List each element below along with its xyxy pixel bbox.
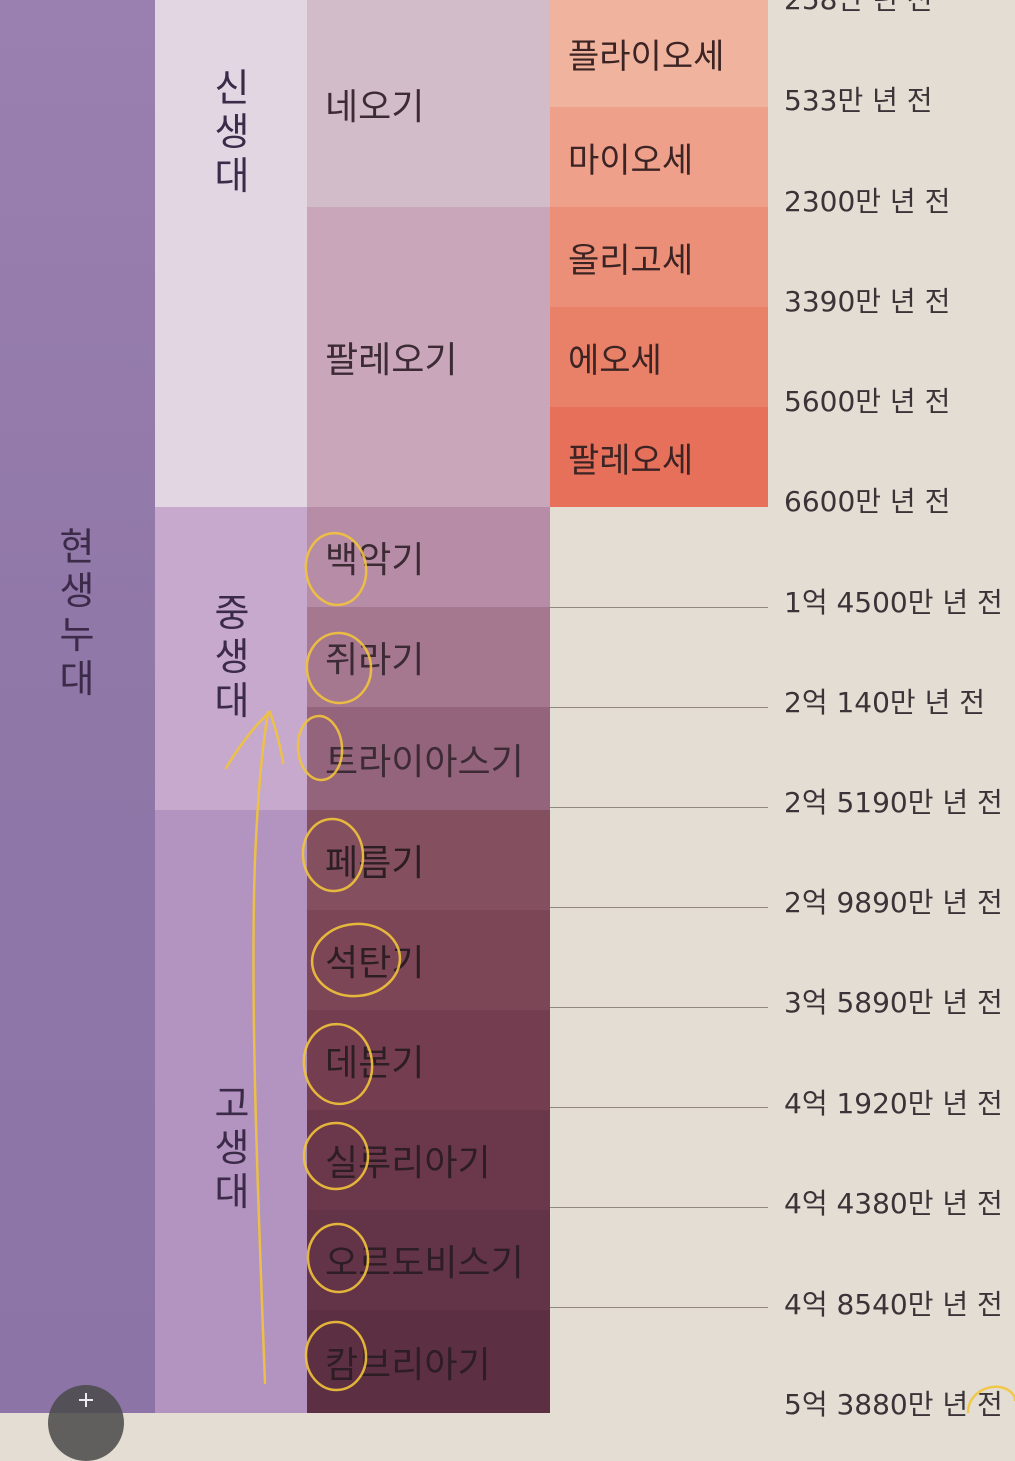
eon-label-char: 현 <box>59 525 95 569</box>
period-label: 오르도비스기 <box>325 1243 524 1284</box>
boundary-age: 4억 4380만 년 전 <box>784 1187 1003 1220</box>
era-label-char: 신 <box>214 66 250 110</box>
boundary-age: 6600만 년 전 <box>784 485 951 518</box>
epoch-eocene: 에오세 <box>550 307 768 407</box>
epoch-pliocene: 플라이오세 <box>550 0 768 107</box>
boundary-tick <box>550 707 768 708</box>
period-label: 캄브리아기 <box>325 1344 491 1386</box>
boundary-tick <box>550 1307 768 1308</box>
eon-column-phanerozoic: 현 생 누 대 <box>0 0 155 1413</box>
overlay-button[interactable] <box>48 1385 124 1461</box>
epoch-label: 에오세 <box>568 340 662 381</box>
period-triassic: 트라이아스기 <box>307 707 550 810</box>
eon-label-char: 대 <box>59 657 95 701</box>
era-mesozoic: 중 생 대 <box>155 507 307 810</box>
epoch-oligocene: 올리고세 <box>550 207 768 307</box>
boundary-age: 2억 5190만 년 전 <box>784 786 1003 819</box>
epoch-label: 플라이오세 <box>568 37 725 77</box>
eon-label-char: 누 <box>59 613 95 657</box>
era-label-char: 중 <box>214 591 250 635</box>
boundary-tick <box>550 1207 768 1208</box>
period-label: 네오기 <box>325 86 425 128</box>
period-label: 데본기 <box>325 1043 425 1084</box>
period-label: 실루리아기 <box>325 1143 491 1184</box>
boundary-age: 4억 1920만 년 전 <box>784 1087 1003 1120</box>
era-label-paleozoic: 고 생 대 <box>210 1082 254 1214</box>
boundary-age: 258만 년 전 <box>784 0 933 16</box>
era-cenozoic: 신 생 대 <box>155 0 307 507</box>
boundary-tick <box>550 1007 768 1008</box>
epoch-label: 올리고세 <box>568 240 694 281</box>
era-label-char: 고 <box>214 1082 250 1126</box>
era-label-char: 대 <box>214 1170 250 1214</box>
period-ordovician: 오르도비스기 <box>307 1210 550 1310</box>
boundary-age: 533만 년 전 <box>784 84 933 117</box>
period-carboniferous: 석탄기 <box>307 910 550 1010</box>
boundary-age: 5억 3880만 년 전 <box>784 1388 1003 1421</box>
period-label: 페름기 <box>325 843 425 884</box>
eon-label-char: 생 <box>59 569 95 613</box>
boundary-age: 2억 9890만 년 전 <box>784 886 1003 919</box>
period-label: 팔레오기 <box>325 340 458 381</box>
period-paleogene: 팔레오기 <box>307 207 550 507</box>
era-label-cenozoic: 신 생 대 <box>210 66 254 198</box>
era-label-char: 대 <box>214 679 250 723</box>
period-neogene: 네오기 <box>307 0 550 207</box>
boundary-age: 2억 140만 년 전 <box>784 686 985 719</box>
epoch-paleocene: 팔레오세 <box>550 407 768 507</box>
period-silurian: 실루리아기 <box>307 1110 550 1210</box>
boundary-tick <box>550 607 768 608</box>
era-label-char: 생 <box>214 1126 250 1170</box>
plus-icon-vertical <box>85 1393 87 1407</box>
boundary-age: 1억 4500만 년 전 <box>784 586 1003 619</box>
boundary-tick <box>550 907 768 908</box>
period-permian: 페름기 <box>307 810 550 910</box>
boundary-tick <box>550 807 768 808</box>
epoch-miocene: 마이오세 <box>550 107 768 207</box>
boundary-age: 3억 5890만 년 전 <box>784 986 1003 1019</box>
era-label-mesozoic: 중 생 대 <box>210 591 254 723</box>
period-label: 백악기 <box>325 540 425 581</box>
era-label-char: 생 <box>214 110 250 154</box>
eon-label: 현 생 누 대 <box>55 525 99 701</box>
period-jurassic: 쥐라기 <box>307 607 550 707</box>
period-cambrian: 캄브리아기 <box>307 1310 550 1413</box>
period-label: 쥐라기 <box>325 640 425 681</box>
era-paleozoic: 고 생 대 <box>155 810 307 1413</box>
boundary-age: 2300만 년 전 <box>784 185 951 218</box>
epoch-label: 마이오세 <box>568 140 694 181</box>
period-label: 석탄기 <box>325 943 425 984</box>
boundary-age: 4억 8540만 년 전 <box>784 1288 1003 1321</box>
boundary-age: 5600만 년 전 <box>784 385 951 418</box>
period-devonian: 데본기 <box>307 1010 550 1110</box>
epoch-label: 팔레오세 <box>568 440 694 481</box>
period-label: 트라이아스기 <box>325 741 524 783</box>
era-label-char: 생 <box>214 635 250 679</box>
boundary-age: 3390만 년 전 <box>784 285 951 318</box>
era-label-char: 대 <box>214 154 250 198</box>
boundary-tick <box>550 1107 768 1108</box>
period-cretaceous: 백악기 <box>307 507 550 607</box>
